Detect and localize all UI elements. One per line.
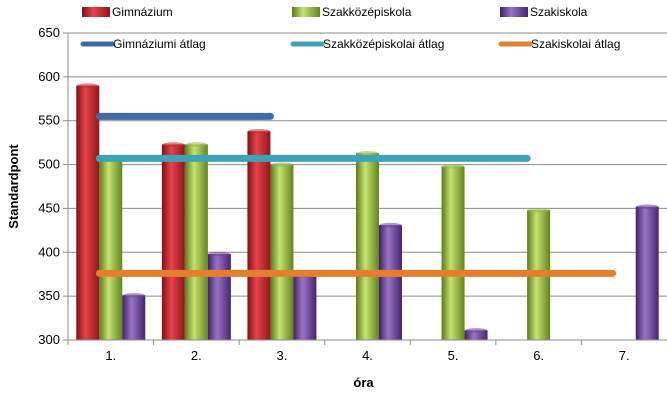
x-tick-label: 4.	[362, 348, 373, 363]
legend-swatch-3	[500, 7, 528, 17]
bar-top-cap	[465, 328, 488, 333]
x-tick-label: 2.	[191, 348, 202, 363]
bars	[76, 83, 659, 340]
bar-top-cap	[208, 251, 231, 257]
x-tick-label: 6.	[533, 348, 544, 363]
legend: Gimnázium Szakközépiskola Szakiskola Gimnáz…	[80, 5, 620, 51]
y-tick-label: 300	[38, 332, 60, 347]
y-tick-label: 500	[38, 157, 60, 172]
bar-szakiskola-3	[293, 275, 317, 340]
y-tick-label: 350	[38, 288, 60, 303]
bar-top-cap	[185, 142, 208, 147]
bar-szakiskola-7	[635, 206, 659, 340]
bar-szakiskola-1	[122, 295, 146, 340]
legend-label: Gimnáziumi átlag	[113, 37, 206, 51]
legend-label: Szakközépiskola	[322, 5, 412, 19]
bar-top-cap	[379, 222, 402, 228]
legend-label: Szakiskola	[530, 5, 588, 19]
bar-szakiskola-5	[464, 330, 488, 340]
legend-swatch-2	[292, 7, 320, 17]
x-tick-label: 1.	[105, 348, 116, 363]
axes: 300 350 400 450 500 550 600 650 1. 2. 3. 4. 5. 6. 7. ór…	[6, 25, 667, 390]
bar-szakközépiskola-2	[184, 144, 208, 340]
bar-gimnázium-2	[161, 144, 185, 340]
y-tick-label: 450	[38, 200, 60, 215]
bar-top-cap	[162, 142, 185, 147]
bar-top-cap	[356, 150, 379, 156]
bar-gimnázium-3	[247, 131, 271, 340]
reference-lines	[95, 112, 617, 277]
bar-top-cap	[247, 129, 270, 134]
y-tick-label: 650	[38, 25, 60, 40]
y-tick-label: 600	[38, 69, 60, 84]
y-axis-title: Standardpont	[6, 144, 21, 229]
bar-szakiskola-4	[379, 225, 402, 340]
bar-top-cap	[76, 83, 99, 88]
bar-szakközépiskola-3	[270, 164, 294, 340]
legend-label: Szakközépiskolai átlag	[323, 37, 444, 51]
bar-top-cap	[636, 204, 659, 209]
x-tick-label: 7.	[619, 348, 630, 363]
bar-gimnázium-1	[76, 85, 100, 340]
bar-szakközépiskola-4	[356, 153, 379, 340]
bar-szakközépiskola-1	[99, 158, 123, 340]
x-tick-label: 3.	[277, 348, 288, 363]
x-axis-title: óra	[353, 375, 374, 390]
bar-szakközépiskola-5	[441, 166, 465, 340]
legend-swatch-1	[82, 7, 110, 17]
x-tick-label: 5.	[448, 348, 459, 363]
bar-top-cap	[527, 207, 550, 213]
bar-top-cap	[270, 162, 293, 167]
legend-label: Szakiskolai átlag	[531, 37, 620, 51]
bar-top-cap	[122, 293, 145, 298]
y-tick-label: 550	[38, 113, 60, 128]
y-tick-label: 400	[38, 244, 60, 259]
bar-top-cap	[442, 164, 465, 169]
legend-label: Gimnázium	[112, 5, 173, 19]
bar-szakiskola-2	[207, 254, 231, 340]
